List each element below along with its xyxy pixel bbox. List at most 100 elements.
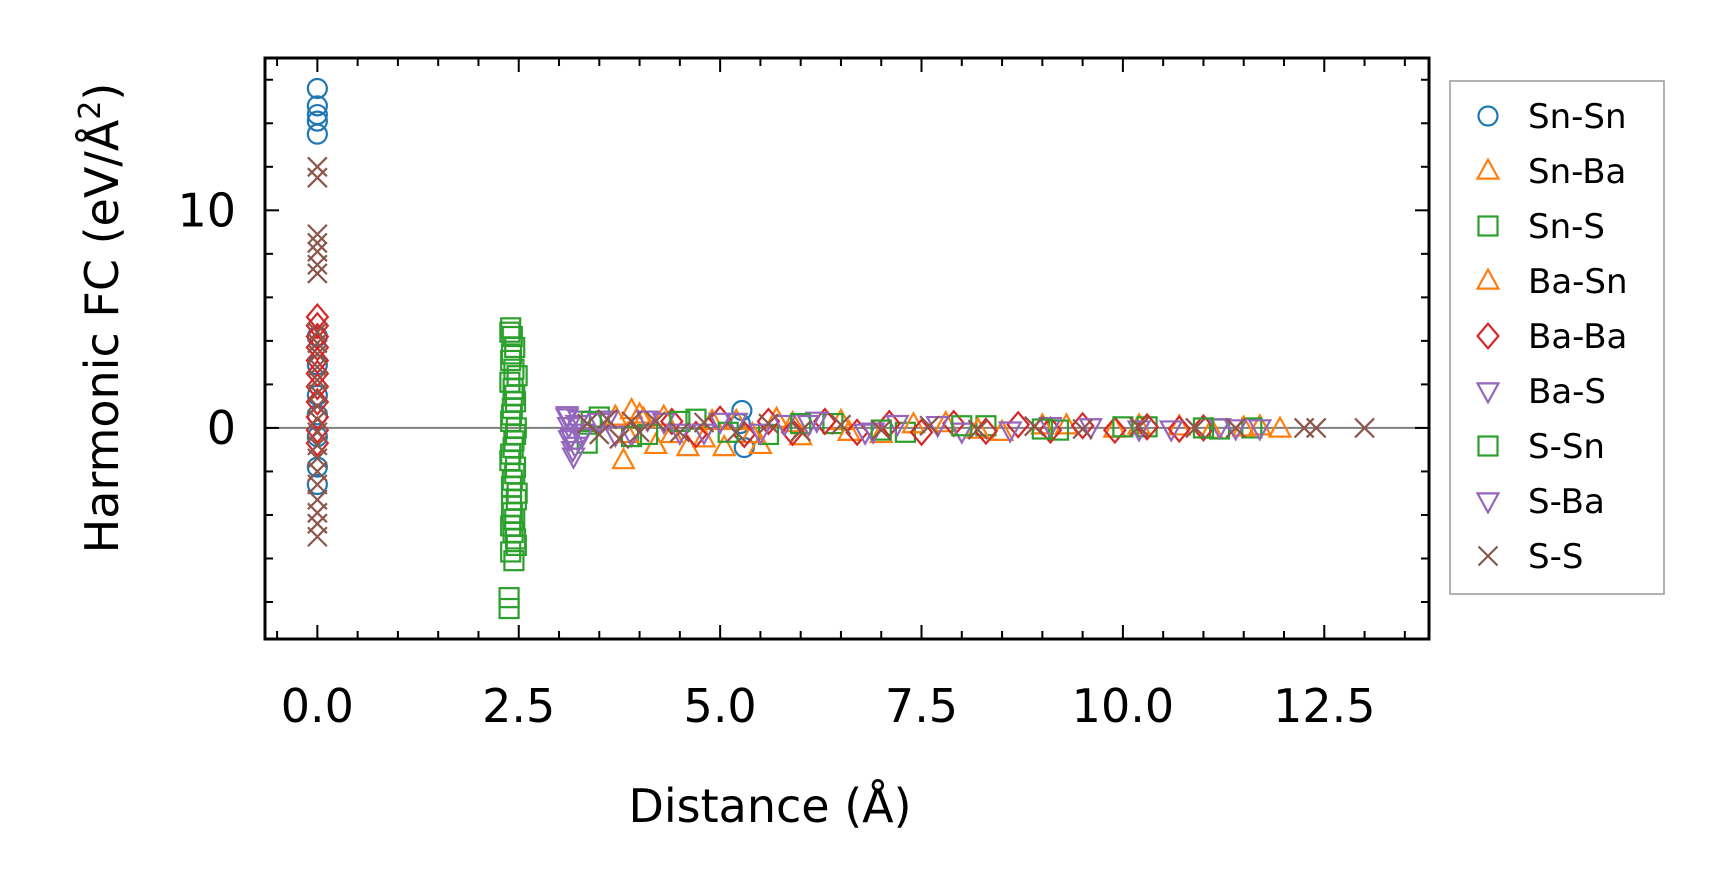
plot-area (265, 77, 1429, 620)
legend-item: Sn-S (1477, 207, 1605, 247)
data-point (504, 463, 526, 485)
data-point (589, 424, 610, 445)
data-point (1054, 412, 1079, 435)
legend-marker (1477, 105, 1499, 127)
data-point (1135, 412, 1159, 441)
legend-marker (1477, 215, 1499, 237)
legend-marker (1475, 492, 1501, 515)
x-axis-label: Distance (Å) (628, 779, 911, 833)
data-point (1267, 415, 1293, 438)
data-point (305, 302, 330, 332)
data-point (503, 358, 525, 380)
data-point (1078, 418, 1103, 441)
legend-marker (1475, 382, 1501, 405)
data-point (790, 420, 811, 442)
y-axis-label-superscript: 2 (73, 101, 108, 120)
data-point (504, 384, 526, 406)
data-point (609, 428, 630, 450)
data-point (306, 473, 328, 496)
series-s-s (307, 156, 1375, 548)
data-point (627, 401, 652, 424)
data-point (951, 415, 973, 437)
data-point (1006, 410, 1031, 439)
data-point (1112, 416, 1134, 438)
legend-label: Ba-S (1528, 372, 1606, 412)
data-point (560, 440, 586, 464)
data-point (629, 421, 650, 443)
data-point (635, 410, 660, 433)
legend-label: Ba-Ba (1528, 317, 1627, 357)
data-point (997, 421, 1023, 444)
data-point (780, 418, 805, 447)
series-s-ba (554, 408, 1248, 464)
data-point (830, 414, 852, 435)
y-axis-label: Harmonic FC (eV/Å2) (73, 83, 129, 554)
legend-label: Ba-Sn (1528, 262, 1628, 302)
data-point (307, 156, 328, 178)
data-point (645, 411, 666, 432)
data-point (505, 489, 527, 511)
data-point (305, 359, 330, 388)
data-point (949, 422, 975, 445)
legend-marker (1476, 321, 1500, 351)
data-point (307, 526, 328, 548)
data-point (659, 407, 684, 436)
data-point (659, 420, 685, 444)
data-point (305, 311, 330, 340)
data-point (933, 409, 958, 433)
data-point (503, 550, 525, 572)
x-tick-label: 5.0 (684, 679, 757, 733)
x-tick-label: 7.5 (885, 679, 958, 733)
data-point (500, 410, 522, 432)
data-point (501, 502, 523, 524)
legend-item: Sn-Sn (1477, 97, 1627, 137)
legend-marker (1477, 435, 1499, 457)
data-point (885, 414, 910, 438)
data-point (307, 254, 328, 276)
x-tick-label: 10.0 (1072, 679, 1174, 733)
legend-item: Ba-S (1475, 372, 1606, 412)
data-point (306, 95, 328, 117)
data-point (597, 408, 618, 430)
data-point (307, 232, 328, 254)
data-point (1247, 419, 1273, 442)
data-point (711, 433, 737, 457)
legend-item: S-Sn (1477, 427, 1605, 467)
data-point (611, 446, 636, 470)
data-point (1207, 418, 1232, 441)
legend-marker (1475, 157, 1501, 180)
data-point (306, 77, 328, 100)
data-point (307, 263, 328, 284)
legend-item: Ba-Sn (1475, 262, 1628, 302)
data-point (500, 343, 523, 365)
legend: Sn-Sn Sn-Ba Sn-S Ba-Sn Ba-Ba Ba-S S-Sn S-Ba S-S (1449, 80, 1665, 595)
data-point (870, 419, 892, 441)
data-point (1247, 413, 1273, 436)
data-point (1305, 417, 1327, 439)
data-point (691, 425, 717, 448)
data-point (307, 321, 328, 343)
data-point (307, 502, 328, 524)
data-point (564, 414, 590, 438)
data-point (307, 167, 328, 188)
data-point (1038, 417, 1063, 440)
data-point (764, 405, 789, 428)
data-point (1354, 417, 1375, 439)
data-point (693, 412, 715, 433)
legend-item: S-S (1477, 537, 1583, 577)
data-point (1072, 418, 1093, 440)
y-axis-label-main: Harmonic FC (eV/Å (75, 119, 129, 553)
data-point (1158, 420, 1184, 443)
legend-item: S-Ba (1475, 482, 1605, 522)
data-point (1223, 419, 1248, 442)
x-tick-label: 2.5 (482, 679, 555, 733)
data-point (595, 410, 620, 433)
data-point (306, 110, 328, 132)
data-point (877, 409, 902, 438)
data-point (1166, 413, 1192, 436)
data-point (758, 413, 779, 434)
legend-label: S-Sn (1528, 427, 1605, 467)
data-point (500, 515, 522, 537)
series-sn-ba (611, 396, 1293, 470)
